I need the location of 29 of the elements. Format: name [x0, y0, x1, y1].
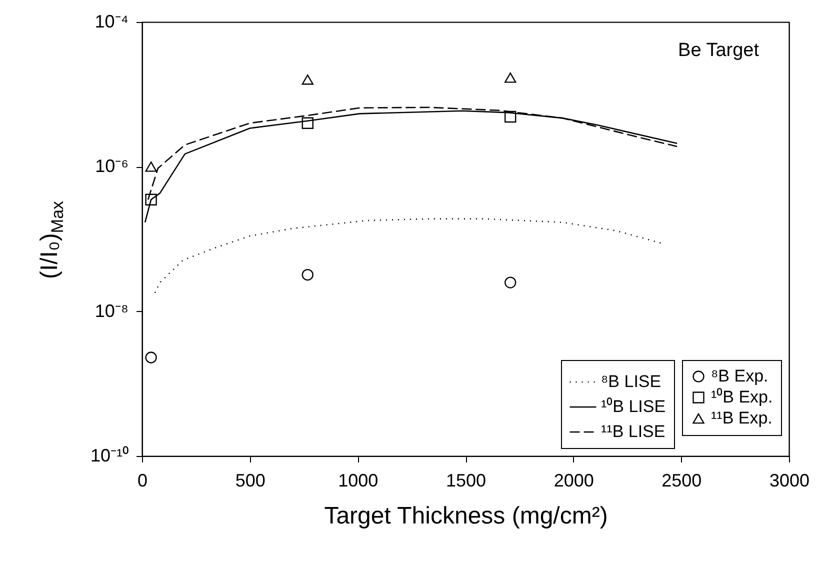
legend-label: ⁸B Exp.: [711, 366, 768, 386]
y-tick-label: 10⁻⁴: [94, 12, 128, 32]
x-tick-label: 1500: [446, 470, 486, 490]
point: [302, 268, 314, 281]
x-axis-title: Target Thickness (mg/cm²): [324, 502, 608, 530]
point: [302, 74, 314, 85]
point: [504, 72, 516, 83]
x-tick-label: 2500: [662, 470, 702, 490]
legend-label: ¹⁰B Exp.: [711, 388, 773, 406]
y-tick-label: 10⁻⁶: [95, 156, 128, 176]
x-tick-label: 2000: [554, 470, 594, 490]
point: [504, 276, 516, 288]
line-series: [154, 218, 663, 294]
x-tick-label: 3000: [769, 470, 810, 490]
legend-label: ¹¹B LISE: [601, 422, 666, 441]
x-tick-label: 500: [235, 470, 266, 490]
legend-label: ¹⁰B LISE: [601, 397, 666, 416]
point: [145, 162, 157, 172]
point: [145, 352, 157, 364]
y-tick-label: 10⁻¹⁰: [90, 446, 128, 466]
annotation: Be Target: [678, 40, 760, 61]
x-tick-label: 0: [137, 470, 148, 490]
point: [302, 117, 314, 129]
y-tick-label: 10⁻⁸: [94, 300, 128, 321]
point: [504, 110, 516, 123]
legend-label: ⁸B LISE: [601, 372, 662, 391]
legend-label: ¹¹B Exp.: [711, 408, 772, 428]
x-tick-label: 1000: [338, 470, 378, 490]
point: [145, 194, 157, 206]
